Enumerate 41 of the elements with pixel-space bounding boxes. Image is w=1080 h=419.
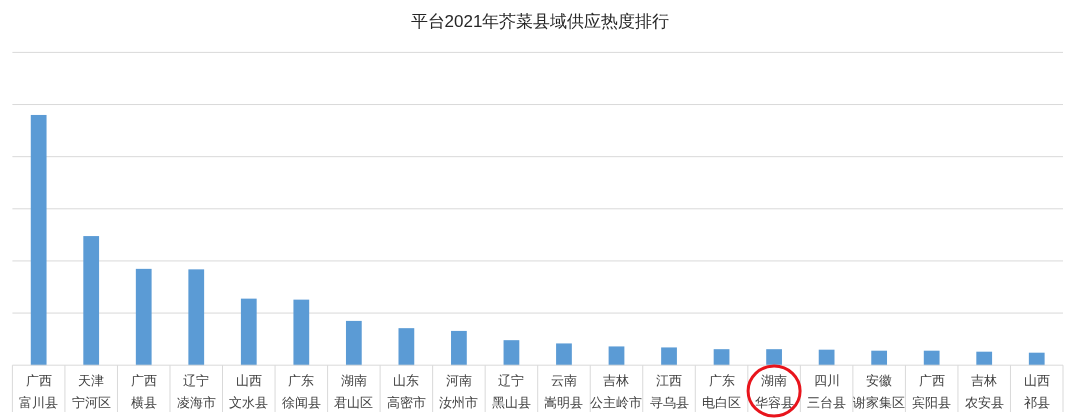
x-tick-label: 湖南君山区 xyxy=(334,372,374,410)
bar xyxy=(135,268,152,366)
x-tick-label: 辽宁黑山县 xyxy=(491,372,531,410)
x-tick-label: 河南汝州市 xyxy=(439,372,479,410)
bar xyxy=(240,298,257,366)
x-tick-label: 湖南华容县 xyxy=(754,372,794,410)
chart-title: 平台2021年芥菜县域供应热度排行 xyxy=(410,11,670,31)
x-tick-label: 吉林公主岭市 xyxy=(590,372,643,410)
bar xyxy=(923,350,940,366)
x-tick-label: 广东电白区 xyxy=(702,372,742,410)
x-tick-label: 广西横县 xyxy=(130,372,157,410)
x-tick-label: 广西富川县 xyxy=(19,372,59,410)
bar xyxy=(976,351,993,366)
bar xyxy=(293,299,310,366)
x-tick-label: 安徽谢家集区 xyxy=(853,372,906,410)
bar xyxy=(661,347,677,366)
x-tick-label: 云南嵩明县 xyxy=(544,372,584,410)
x-tick-label: 山西文水县 xyxy=(229,372,269,410)
bar xyxy=(83,236,100,366)
bar xyxy=(818,349,835,366)
bar xyxy=(30,114,47,366)
x-tick-label: 广西宾阳县 xyxy=(912,372,952,410)
x-tick-label: 辽宁凌海市 xyxy=(176,372,216,410)
bar xyxy=(188,269,205,366)
bar xyxy=(608,346,625,366)
x-tick-label: 江西寻乌县 xyxy=(649,372,689,410)
bar xyxy=(871,350,888,366)
x-tick-label: 山西祁县 xyxy=(1023,372,1050,410)
bar xyxy=(556,343,572,366)
x-tick-label: 广东徐闻县 xyxy=(281,372,321,410)
bar xyxy=(503,340,520,366)
bar xyxy=(766,349,782,366)
bar xyxy=(713,349,730,366)
x-tick-label: 吉林农安县 xyxy=(964,372,1004,410)
bar xyxy=(451,330,467,366)
x-tick-label: 四川三台县 xyxy=(807,372,847,410)
x-tick-label: 山东高密市 xyxy=(386,372,426,410)
bar xyxy=(1028,352,1045,366)
bar xyxy=(345,320,362,366)
x-tick-label: 天津宁河区 xyxy=(71,372,111,410)
bar xyxy=(398,328,415,366)
